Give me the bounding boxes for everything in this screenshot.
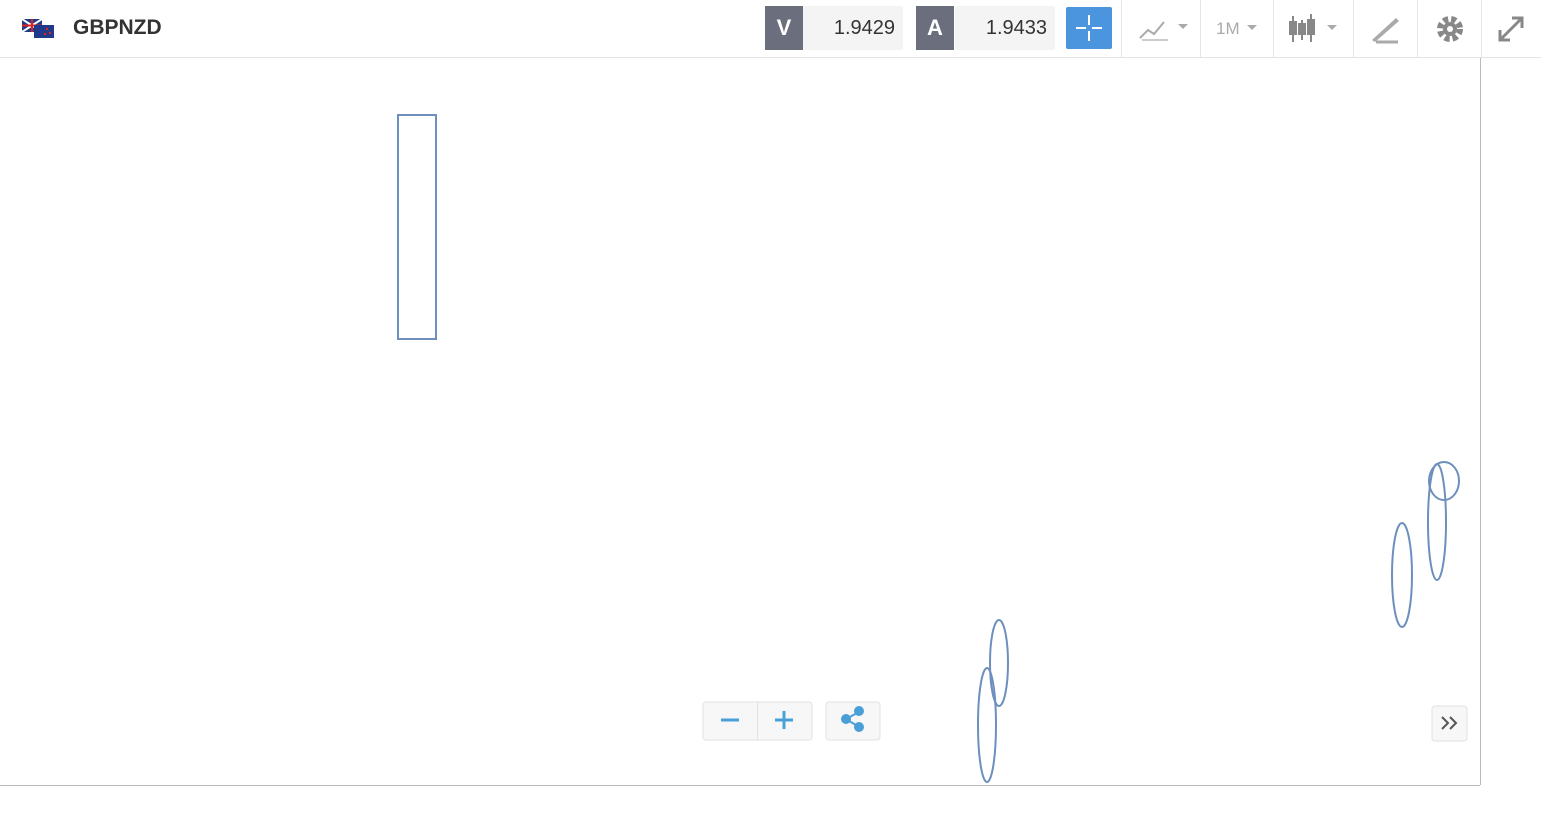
ask-price: 1.9433	[955, 6, 1055, 50]
share-icon	[841, 706, 864, 732]
ask-button[interactable]: A	[916, 6, 954, 50]
drawing-tools-button[interactable]	[1370, 14, 1402, 44]
scroll-right-button[interactable]	[1431, 705, 1468, 742]
plot-area	[0, 58, 1480, 785]
highlight-ellipse	[977, 667, 997, 783]
bid-button[interactable]: V	[765, 6, 803, 50]
highlight-box	[397, 114, 437, 340]
bid-price: 1.9429	[803, 6, 903, 50]
highlight-ellipse	[1428, 461, 1460, 501]
chevrons-icon	[1441, 716, 1458, 730]
zoom-controls	[702, 701, 1468, 742]
settings-button[interactable]	[1434, 13, 1466, 45]
symbol: GBPNZD	[73, 16, 162, 39]
highlight-ellipse	[1391, 522, 1413, 628]
toolbar: GBPNZD V 1.9429 A 1.9433 1M	[0, 0, 1541, 58]
share-button[interactable]	[825, 701, 881, 741]
fullscreen-button[interactable]	[1496, 14, 1526, 44]
plus-icon	[775, 711, 793, 729]
annotations	[397, 114, 1460, 783]
candle-style-button[interactable]	[1288, 12, 1343, 46]
chart-type-button[interactable]	[1138, 14, 1193, 44]
highlight-ellipse	[989, 619, 1009, 707]
flag-icon	[22, 19, 54, 38]
timeframe-button[interactable]: 1M	[1216, 19, 1240, 38]
crosshair-button[interactable]	[1066, 7, 1112, 49]
